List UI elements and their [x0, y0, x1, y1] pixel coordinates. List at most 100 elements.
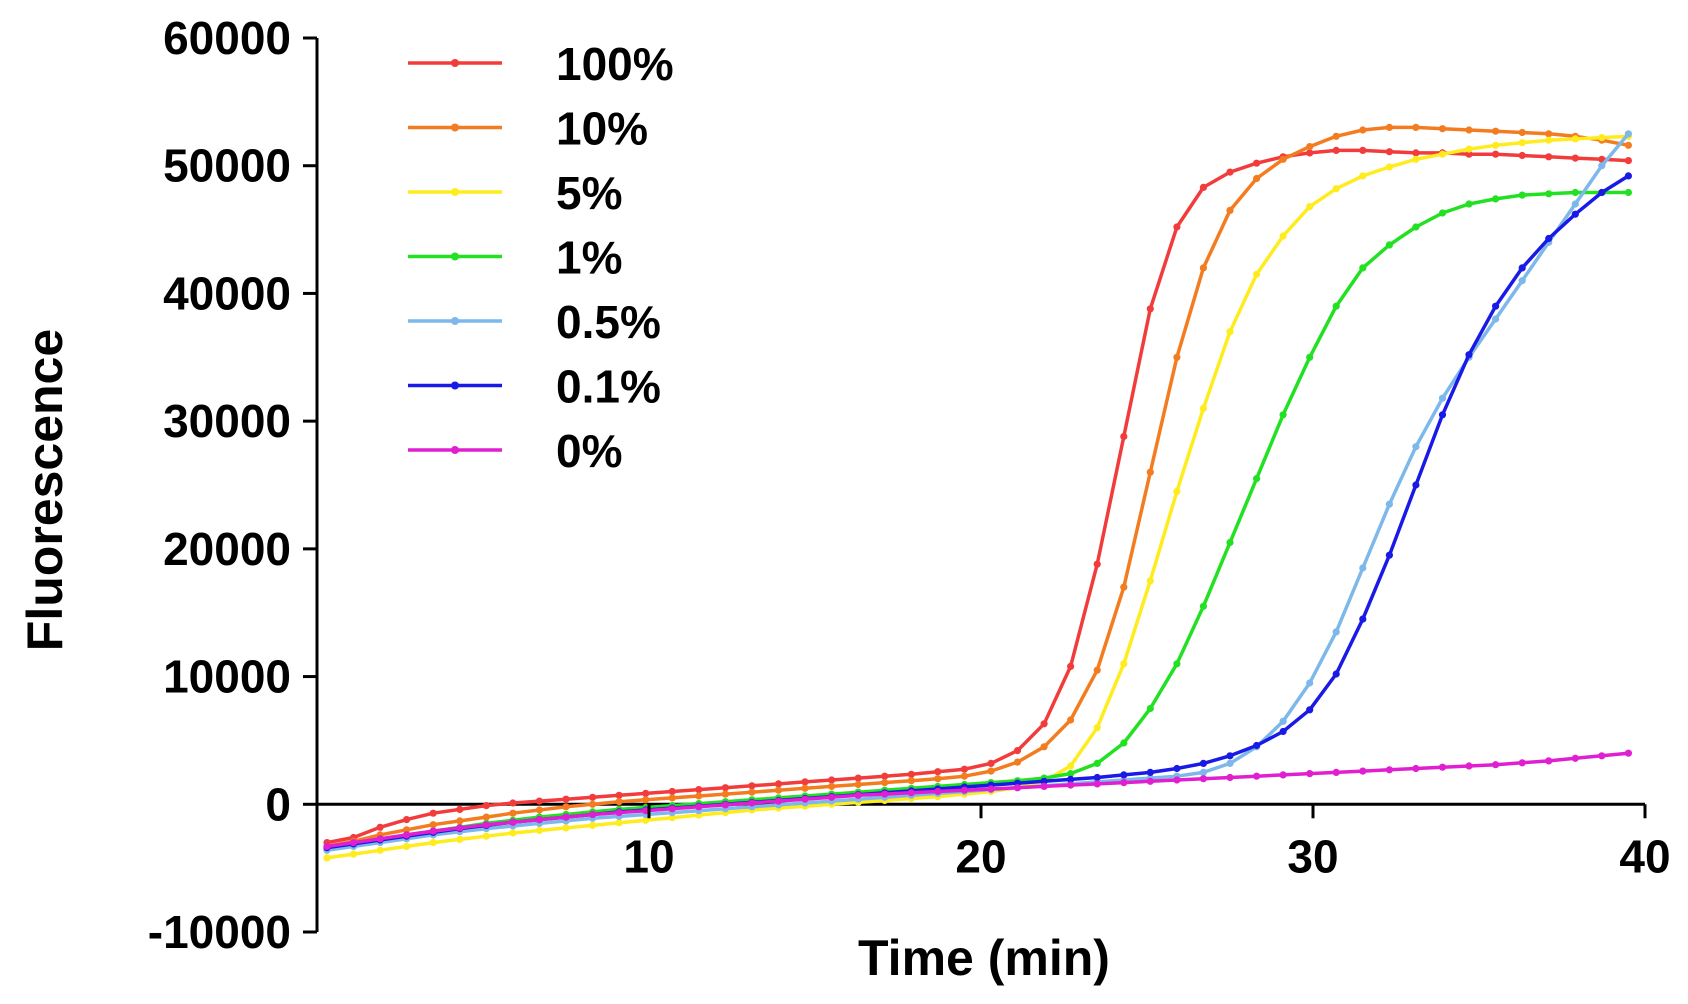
data-point	[1332, 146, 1340, 154]
series-5%	[323, 132, 1632, 862]
data-point	[1093, 724, 1101, 732]
data-point	[1253, 174, 1261, 183]
data-point	[1199, 183, 1207, 191]
data-point	[1279, 155, 1287, 163]
data-point	[1120, 432, 1128, 441]
y-axis-title: Fluorescence	[17, 329, 73, 651]
x-axis-title: Time (min)	[858, 930, 1110, 986]
legend-label: 1%	[556, 232, 622, 284]
data-point	[456, 824, 464, 832]
data-point	[1492, 195, 1500, 203]
data-point	[1518, 277, 1526, 285]
data-point	[429, 809, 437, 817]
data-point	[1306, 706, 1314, 714]
data-point	[1359, 564, 1367, 572]
data-point	[854, 780, 862, 789]
data-point	[1465, 150, 1473, 158]
data-point	[1199, 759, 1207, 768]
data-point	[828, 782, 836, 791]
data-point	[535, 826, 544, 835]
legend-swatch-marker	[451, 317, 459, 325]
data-point	[1173, 660, 1181, 668]
legend-label: 10%	[556, 103, 648, 155]
data-point	[429, 839, 437, 847]
data-point	[1465, 126, 1473, 134]
data-point	[934, 768, 942, 776]
legend-item: 100%	[408, 38, 674, 90]
legend-item: 1%	[408, 232, 622, 284]
data-point	[589, 821, 597, 830]
data-point	[562, 824, 570, 832]
data-point	[1359, 264, 1367, 272]
data-point	[323, 842, 331, 851]
data-point	[1518, 191, 1526, 199]
legend-item: 10%	[408, 103, 648, 155]
data-point	[1306, 353, 1314, 361]
data-point	[349, 850, 358, 858]
data-point	[349, 839, 358, 847]
data-point	[376, 835, 384, 843]
data-point	[774, 780, 783, 788]
data-point	[1093, 759, 1101, 768]
data-point	[1571, 135, 1579, 143]
data-point	[1412, 223, 1420, 231]
data-point	[1624, 172, 1632, 180]
data-point	[1438, 394, 1447, 402]
data-point	[1545, 153, 1553, 161]
data-point	[1306, 149, 1314, 157]
data-point	[1545, 130, 1553, 138]
data-point	[1598, 752, 1606, 760]
data-point	[828, 793, 836, 801]
data-point	[1492, 315, 1500, 323]
data-point	[960, 772, 969, 780]
data-point	[1146, 777, 1154, 785]
data-point	[1598, 134, 1606, 142]
data-point	[1199, 775, 1207, 783]
data-point	[934, 775, 942, 783]
data-point	[1385, 241, 1393, 249]
data-point	[934, 787, 942, 796]
data-point	[1438, 150, 1447, 158]
y-tick-label: 10000	[163, 651, 291, 703]
data-point	[907, 770, 915, 778]
data-point	[1332, 302, 1340, 310]
data-point	[801, 784, 809, 792]
data-point	[987, 785, 995, 793]
data-point	[1438, 209, 1447, 217]
data-point	[1624, 749, 1632, 757]
data-point	[1412, 123, 1420, 131]
data-point	[1067, 770, 1075, 778]
data-point	[1120, 739, 1128, 747]
data-point	[1253, 475, 1261, 483]
data-point	[1253, 159, 1261, 167]
y-tick-label: -10000	[148, 906, 291, 958]
data-point	[1518, 151, 1526, 160]
data-point	[1226, 168, 1234, 176]
series-layer	[323, 123, 1632, 862]
data-point	[1146, 468, 1154, 476]
data-point	[1013, 784, 1022, 792]
data-point	[1385, 500, 1393, 508]
legend-label: 0.1%	[556, 361, 661, 413]
legend-swatch-marker	[451, 252, 459, 261]
data-point	[509, 829, 517, 837]
data-point	[1146, 704, 1154, 713]
data-point	[1465, 351, 1473, 359]
data-point	[482, 832, 490, 840]
data-point	[403, 842, 411, 851]
data-point	[562, 813, 570, 821]
legend-label: 100%	[556, 38, 674, 90]
data-point	[1173, 487, 1181, 495]
legend-label: 0%	[556, 425, 622, 477]
data-point	[881, 779, 889, 787]
series-line	[326, 134, 1629, 860]
data-point	[774, 786, 783, 794]
data-point	[1332, 185, 1340, 193]
data-point	[1040, 720, 1048, 728]
data-point	[615, 819, 623, 827]
data-point	[456, 817, 464, 825]
y-tick-label: 60000	[163, 12, 291, 64]
data-point	[429, 827, 437, 835]
data-point	[403, 826, 411, 834]
